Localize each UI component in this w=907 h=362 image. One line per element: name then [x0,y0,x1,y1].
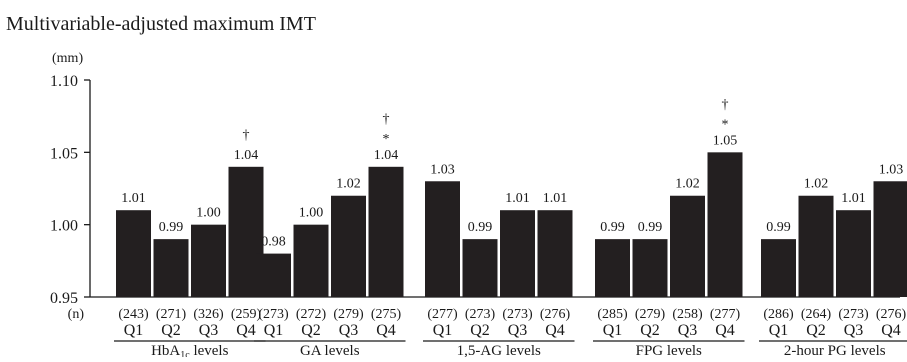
bar-value-label: 0.99 [159,220,184,235]
n-count: (273) [258,307,289,322]
n-count: (277) [427,307,458,322]
bar-value-label: 1.03 [879,162,904,177]
y-tick-label: 1.05 [50,145,78,162]
quartile-label: Q4 [236,322,256,339]
bar [463,239,498,297]
bar [369,167,404,297]
bar-value-label: 0.99 [600,220,625,235]
bar-value-label: 1.00 [196,206,221,221]
bar-value-label: 0.99 [766,220,791,235]
bar-value-label: 1.04 [234,148,259,163]
bar [761,239,796,297]
dagger-mark: † [243,128,250,143]
bar-value-label: 1.01 [841,191,866,206]
bar [670,196,705,297]
quartile-label: Q2 [640,322,660,339]
n-count: (273) [465,307,496,322]
bar-value-label: 0.98 [261,235,286,250]
n-count: (285) [597,307,628,322]
quartile-label: Q1 [603,322,623,339]
asterisk-mark: * [383,132,390,147]
quartile-label: Q2 [806,322,826,339]
bar [633,239,668,297]
quartile-label: Q1 [264,322,284,339]
bar [538,210,573,297]
y-axis-unit: (mm) [52,51,83,66]
n-count: (264) [801,307,832,322]
bar [331,196,366,297]
bar [799,196,834,297]
quartile-label: Q4 [881,322,901,339]
bar [116,210,151,297]
bar [500,210,535,297]
n-count: (276) [876,307,907,322]
y-tick-label: 1.10 [50,73,78,90]
group-label: FPG levels [636,343,702,357]
n-count: (279) [333,307,364,322]
bar [595,239,630,297]
dagger-mark: † [383,112,390,127]
bar-value-label: 1.01 [121,191,146,206]
bar [154,239,189,297]
y-tick-label: 1.00 [50,218,78,235]
n-count: (276) [540,307,571,322]
bar-value-label: 1.02 [336,177,361,192]
n-count: (273) [838,307,869,322]
quartile-label: Q1 [433,322,453,339]
bar [191,225,226,297]
bar [874,181,907,297]
n-count: (272) [296,307,327,322]
quartile-label: Q4 [376,322,396,339]
n-count: (258) [672,307,703,322]
n-count: (286) [763,307,794,322]
n-count: (273) [502,307,533,322]
bar-value-label: 1.04 [374,148,399,163]
bar [425,181,460,297]
quartile-label: Q1 [124,322,144,339]
bar-value-label: 1.02 [804,177,829,192]
bar [836,210,871,297]
bar-value-label: 1.01 [505,191,530,206]
bar [294,225,329,297]
bar-value-label: 1.03 [430,162,455,177]
n-count: (279) [635,307,666,322]
chart-title: Multivariable-adjusted maximum IMT [6,13,316,35]
bar-value-label: 0.99 [468,220,493,235]
asterisk-mark: * [722,117,729,132]
group-label: 2-hour PG levels [784,343,886,357]
y-tick-label: 0.95 [50,290,78,307]
dagger-mark: † [722,97,729,112]
quartile-label: Q2 [301,322,321,339]
quartile-label: Q2 [470,322,490,339]
bar-value-label: 0.99 [638,220,663,235]
quartile-label: Q3 [339,322,359,339]
quartile-label: Q4 [715,322,735,339]
group-label: 1,5-AG levels [457,343,541,357]
quartile-label: Q2 [161,322,181,339]
n-count: (271) [156,307,187,322]
bar-value-label: 1.05 [713,133,738,148]
n-count: (275) [371,307,402,322]
n-label: (n) [68,307,85,322]
quartile-label: Q3 [678,322,698,339]
bar-value-label: 1.01 [543,191,568,206]
quartile-label: Q3 [508,322,528,339]
bar [708,152,743,297]
quartile-label: Q1 [769,322,789,339]
group-label: HbA1c levels [151,343,229,357]
quartile-label: Q4 [545,322,565,339]
n-count: (259) [231,307,262,322]
bar-value-label: 1.02 [675,177,700,192]
quartile-label: Q3 [199,322,219,339]
bar [256,254,291,297]
n-count: (243) [118,307,149,322]
quartile-label: Q3 [844,322,864,339]
group-label: GA levels [300,343,360,357]
n-count: (326) [193,307,224,322]
bar-value-label: 1.00 [299,206,324,221]
n-count: (277) [710,307,741,322]
